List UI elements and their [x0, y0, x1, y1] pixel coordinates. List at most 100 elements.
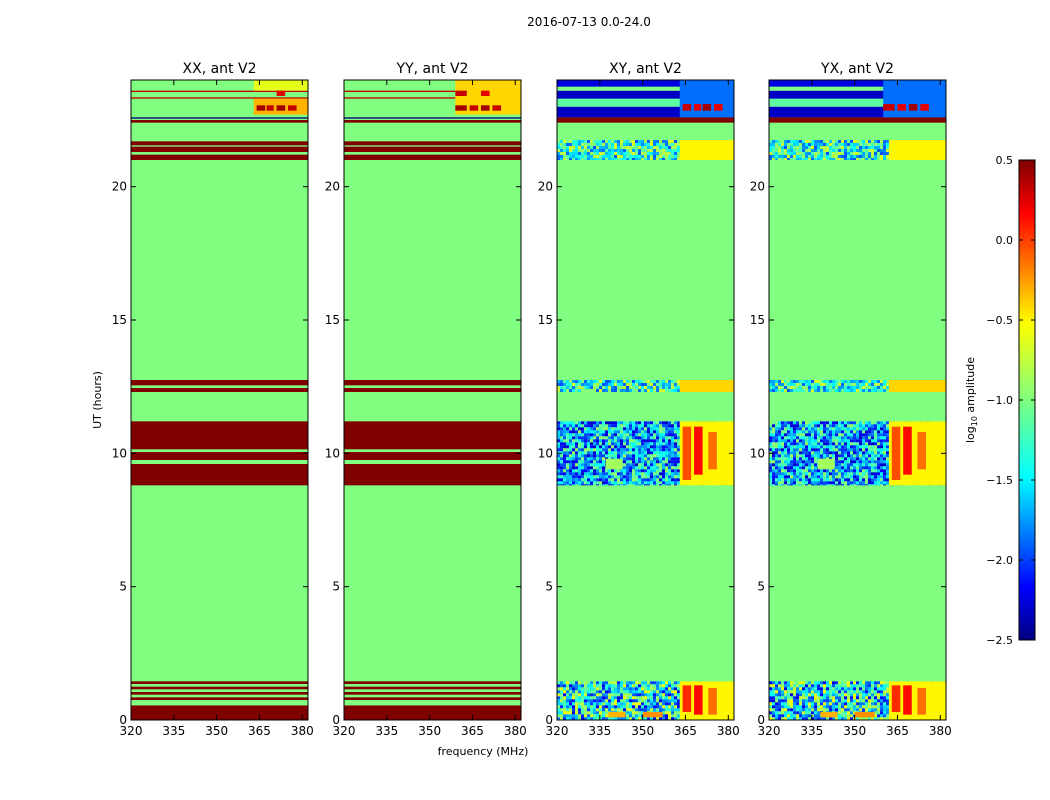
heatmap-noise-cell	[799, 696, 802, 700]
heatmap-noise-cell	[665, 430, 668, 434]
heatmap-noise-cell	[862, 451, 865, 455]
heatmap-noise-cell	[853, 451, 856, 455]
heatmap-noise-cell	[560, 439, 563, 443]
heatmap-noise-cell	[593, 451, 596, 455]
heatmap-noise-cell	[569, 693, 572, 697]
heatmap-noise-cell	[590, 451, 593, 455]
heatmap-noise-cell	[793, 433, 796, 437]
heatmap-noise-cell	[868, 427, 871, 431]
heatmap-noise-cell	[832, 439, 835, 443]
heatmap-noise-cell	[841, 484, 844, 486]
heatmap-noise-cell	[641, 433, 644, 437]
heatmap-noise-cell	[629, 445, 632, 449]
heatmap-noise-cell	[847, 684, 850, 688]
heatmap-noise-cell	[778, 475, 781, 479]
heatmap-noise-cell	[614, 430, 617, 434]
heatmap-noise-cell	[790, 445, 793, 449]
heatmap-noise-cell	[617, 681, 620, 685]
heatmap-noise-cell	[668, 687, 671, 691]
heatmap-noise-cell	[575, 146, 578, 149]
heatmap-noise-cell	[817, 445, 820, 449]
heatmap-noise-cell	[557, 681, 560, 685]
heatmap-noise-cell	[674, 714, 677, 718]
heatmap-noise-cell	[581, 684, 584, 688]
heatmap-noise-cell	[677, 681, 680, 685]
heatmap-noise-cell	[868, 705, 871, 709]
heatmap-noise-cell	[784, 454, 787, 458]
heatmap-noise-cell	[814, 717, 817, 720]
heatmap-noise-cell	[647, 460, 650, 464]
heatmap-noise-cell	[563, 705, 566, 709]
heatmap-noise-cell	[856, 475, 859, 479]
heatmap-noise-cell	[578, 451, 581, 455]
heatmap-noise-cell	[668, 149, 671, 152]
heatmap-noise-cell	[647, 158, 650, 160]
heatmap-noise-cell	[596, 714, 599, 718]
heatmap-noise-cell	[877, 681, 880, 685]
heatmap-noise-cell	[638, 158, 641, 160]
heatmap-noise-cell	[662, 454, 665, 458]
heatmap-noise-cell	[850, 484, 853, 486]
heatmap-noise-cell	[793, 439, 796, 443]
heatmap-noise-cell	[841, 430, 844, 434]
heatmap-noise-cell	[796, 439, 799, 443]
heatmap-noise-cell	[877, 469, 880, 473]
heatmap-noise-cell	[611, 484, 614, 486]
heatmap-noise-cell	[629, 472, 632, 476]
heatmap-noise-cell	[868, 684, 871, 688]
heatmap-noise-cell	[677, 699, 680, 703]
heatmap-noise-cell	[868, 442, 871, 446]
heatmap-noise-cell	[638, 469, 641, 473]
heatmap-noise-cell	[575, 711, 578, 715]
heatmap-noise-cell	[820, 424, 823, 428]
heatmap-noise-cell	[772, 436, 775, 440]
heatmap-patch	[276, 90, 286, 96]
heatmap-noise-cell	[608, 380, 611, 383]
heatmap-noise-cell	[650, 427, 653, 431]
heatmap-noise-cell	[671, 155, 674, 158]
heatmap-noise-cell	[566, 460, 569, 464]
heatmap-noise-cell	[572, 484, 575, 486]
heatmap-noise-cell	[674, 380, 677, 383]
heatmap-noise-cell	[563, 481, 566, 485]
heatmap-noise-cell	[596, 445, 599, 449]
heatmap-noise-cell	[647, 433, 650, 437]
heatmap-noise-cell	[856, 687, 859, 691]
heatmap-noise-cell	[572, 149, 575, 152]
heatmap-noise-cell	[799, 711, 802, 715]
heatmap-noise-cell	[668, 158, 671, 160]
heatmap-noise-cell	[614, 436, 617, 440]
heatmap-noise-cell	[877, 439, 880, 443]
heatmap-noise-cell	[650, 681, 653, 685]
heatmap-noise-cell	[641, 389, 644, 392]
heatmap-noise-cell	[629, 146, 632, 149]
heatmap-noise-cell	[814, 702, 817, 706]
heatmap-noise-cell	[820, 484, 823, 486]
heatmap-noise-cell	[841, 478, 844, 482]
heatmap-noise-cell	[611, 451, 614, 455]
heatmap-noise-cell	[581, 451, 584, 455]
heatmap-noise-cell	[605, 681, 608, 685]
heatmap-noise-cell	[626, 439, 629, 443]
heatmap-noise-cell	[793, 454, 796, 458]
heatmap-noise-cell	[662, 383, 665, 386]
heatmap-noise-cell	[596, 693, 599, 697]
heatmap-noise-cell	[638, 152, 641, 155]
heatmap-noise-cell	[671, 152, 674, 155]
heatmap-noise-cell	[656, 472, 659, 476]
heatmap-noise-cell	[656, 158, 659, 160]
heatmap-noise-cell	[632, 460, 635, 464]
heatmap-noise-cell	[874, 457, 877, 461]
heatmap-noise-cell	[883, 442, 886, 446]
heatmap-noise-cell	[850, 475, 853, 479]
heatmap-noise-cell	[787, 714, 790, 718]
heatmap-noise-cell	[823, 696, 826, 700]
heatmap-noise-cell	[790, 714, 793, 718]
heatmap-noise-cell	[572, 448, 575, 452]
heatmap-noise-cell	[793, 469, 796, 473]
heatmap-noise-cell	[883, 702, 886, 706]
heatmap-noise-cell	[638, 693, 641, 697]
heatmap-noise-cell	[590, 439, 593, 443]
heatmap-noise-cell	[832, 472, 835, 476]
heatmap-noise-cell	[656, 451, 659, 455]
